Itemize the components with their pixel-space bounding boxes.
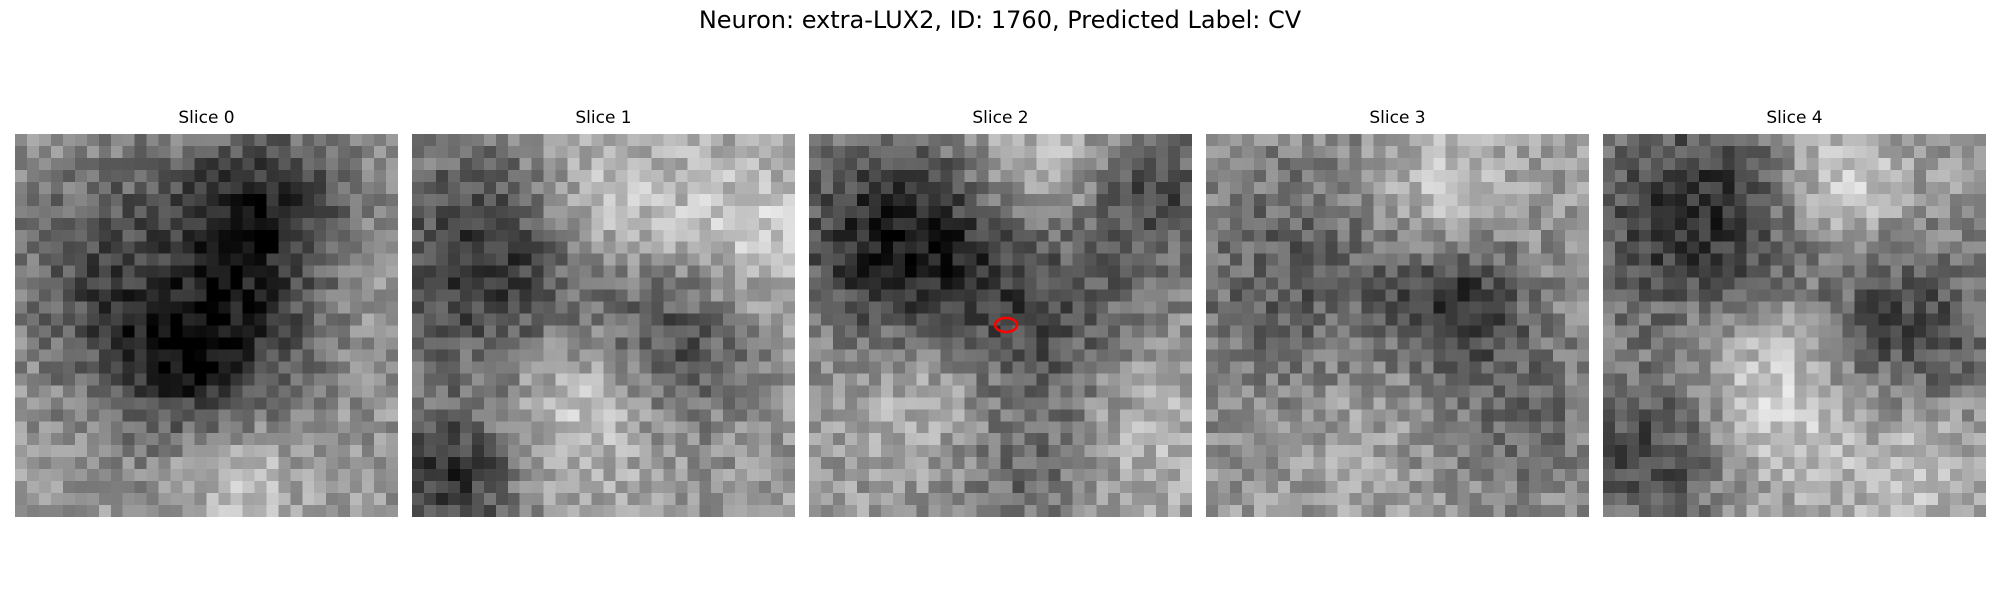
slice-title-3: Slice 3 (1369, 108, 1426, 128)
slice-panel-1: Slice 1 (412, 108, 795, 521)
neuron-marker (993, 316, 1019, 334)
slice-panel-4: Slice 4 (1603, 108, 1986, 521)
slice-image-0 (15, 134, 398, 517)
slice-image-4 (1603, 134, 1986, 517)
slice-panel-3: Slice 3 (1206, 108, 1589, 521)
slice-image-1 (412, 134, 795, 517)
slice-title-0: Slice 0 (178, 108, 235, 128)
slice-image-3 (1206, 134, 1589, 517)
slice-title-1: Slice 1 (575, 108, 632, 128)
slice-panel-0: Slice 0 (15, 108, 398, 521)
slice-panel-2: Slice 2 (809, 108, 1192, 521)
figure-title: Neuron: extra-LUX2, ID: 1760, Predicted … (698, 6, 1302, 34)
slice-image-2 (809, 134, 1192, 517)
slice-title-2: Slice 2 (972, 108, 1029, 128)
slice-title-4: Slice 4 (1766, 108, 1823, 128)
